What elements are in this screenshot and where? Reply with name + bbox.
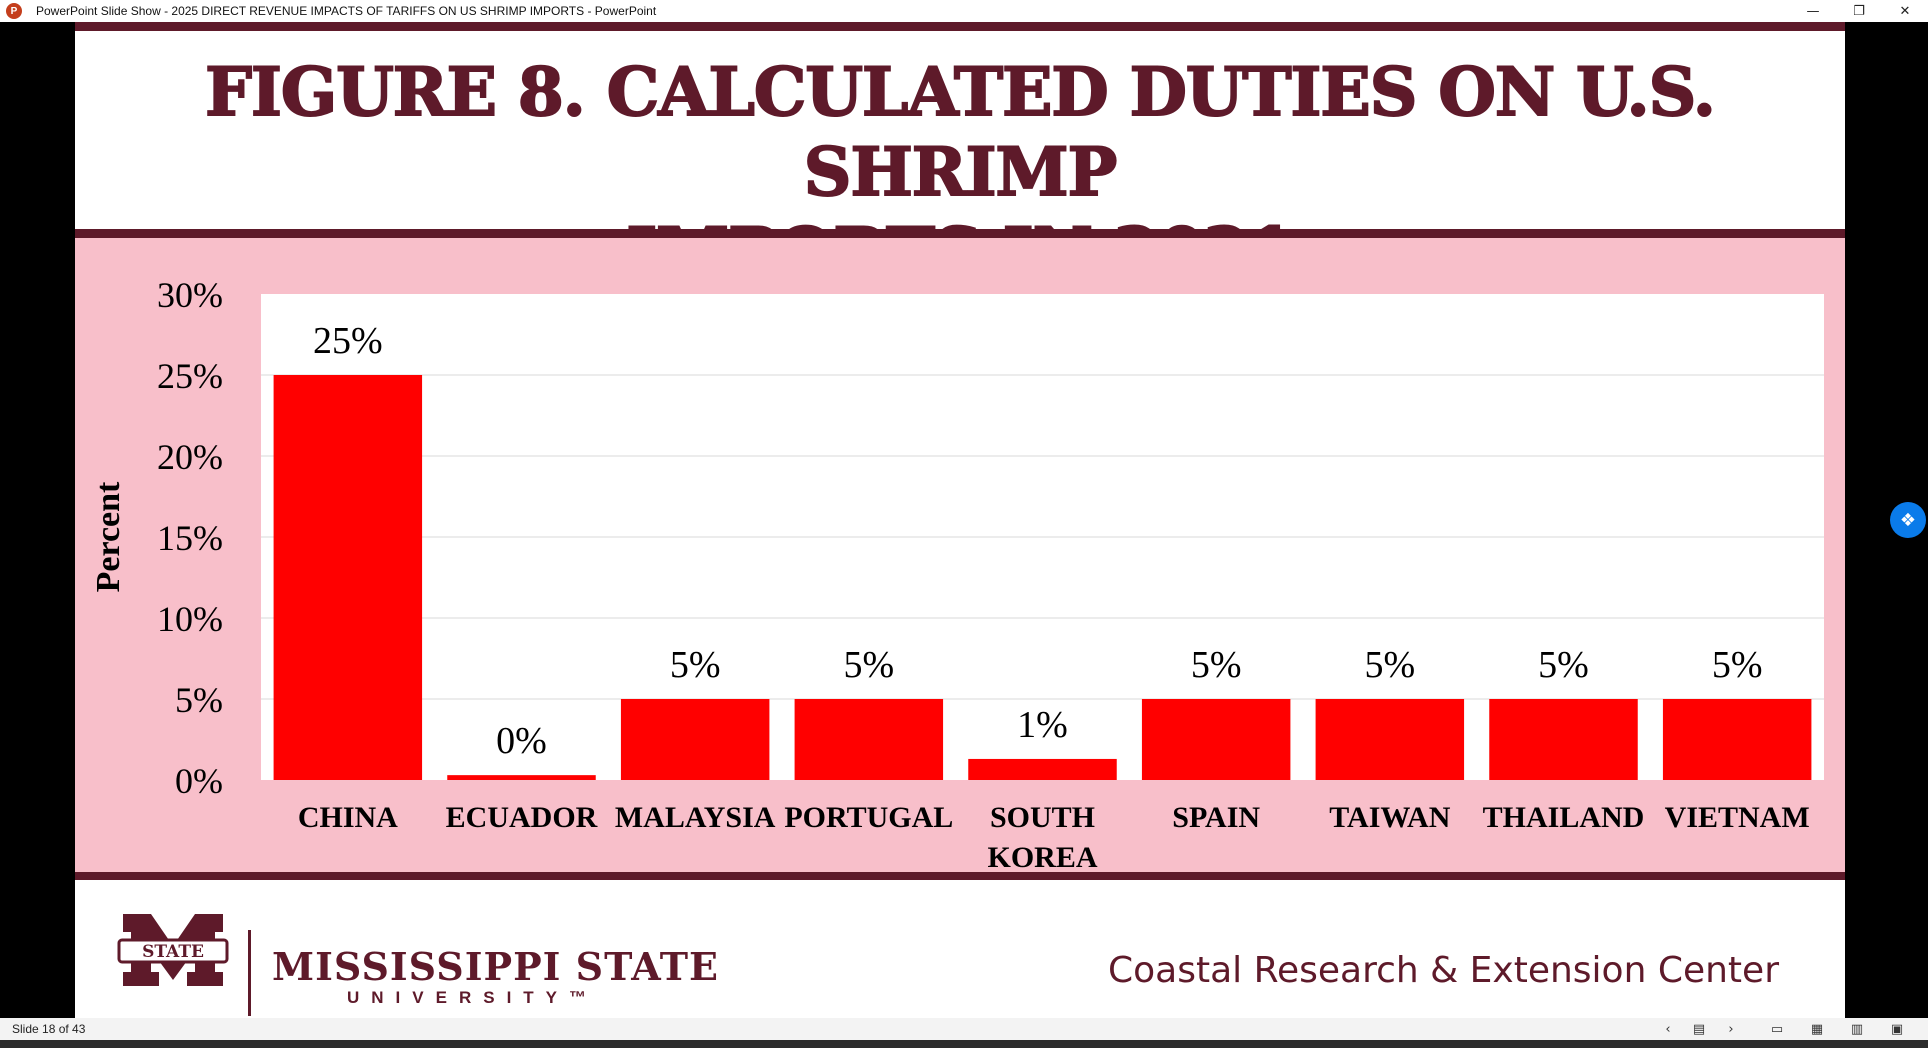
x-tick-label: MALAYSIA bbox=[615, 801, 776, 834]
slide-footer: STATE MISSISSIPPI STATE UNIVERSITY™ Coas… bbox=[75, 880, 1845, 1018]
msu-state-logo: STATE bbox=[117, 914, 229, 986]
x-tick-label: THAILAND bbox=[1483, 801, 1645, 834]
data-label: 5% bbox=[1712, 644, 1763, 686]
title-divider-band bbox=[75, 229, 1845, 238]
data-label: 1% bbox=[1017, 704, 1068, 746]
data-label: 5% bbox=[1365, 644, 1416, 686]
normal-view-icon[interactable]: ▭ bbox=[1770, 1021, 1784, 1037]
bar-chart: 0% 5% 10% 15% 20% 25% 30% Percent 25% CHINA 0% ECUA… bbox=[90, 275, 1824, 872]
bar bbox=[1315, 699, 1465, 780]
bar bbox=[1141, 699, 1291, 780]
minimize-button[interactable]: — bbox=[1806, 3, 1820, 19]
data-label: 5% bbox=[670, 644, 721, 686]
y-tick-label: 15% bbox=[157, 518, 223, 558]
y-tick-label: 10% bbox=[157, 599, 223, 639]
x-tick-label: ECUADOR bbox=[446, 801, 598, 834]
center-name: Coastal Research & Extension Center bbox=[1107, 950, 1779, 991]
x-tick-label: SOUTH bbox=[990, 801, 1095, 834]
window-title: PowerPoint Slide Show - 2025 DIRECT REVE… bbox=[36, 4, 657, 18]
slide-sorter-icon[interactable]: ▦ bbox=[1810, 1021, 1824, 1037]
y-tick-label: 25% bbox=[157, 356, 223, 396]
bar bbox=[968, 758, 1117, 780]
chart-panel: 0% 5% 10% 15% 20% 25% 30% Percent 25% CHINA 0% ECUA… bbox=[75, 238, 1845, 872]
data-label: 5% bbox=[1191, 644, 1242, 686]
y-tick-label: 0% bbox=[175, 761, 223, 801]
previous-slide-icon[interactable]: ‹ bbox=[1665, 1021, 1671, 1037]
bar bbox=[794, 699, 944, 780]
y-axis-title: Percent bbox=[90, 481, 127, 592]
university-subtitle: UNIVERSITY™ bbox=[347, 988, 599, 1007]
window-controls: — ❐ ✕ bbox=[1790, 0, 1928, 22]
bar bbox=[447, 775, 596, 780]
presenter-icon[interactable]: ▣ bbox=[1890, 1021, 1904, 1037]
university-name: MISSISSIPPI STATE bbox=[272, 944, 719, 989]
restore-button[interactable]: ❐ bbox=[1853, 3, 1865, 19]
footer-divider-band bbox=[75, 872, 1845, 881]
next-slide-icon[interactable]: › bbox=[1728, 1021, 1734, 1037]
y-tick-label: 5% bbox=[175, 680, 223, 720]
x-tick-label: PORTUGAL bbox=[784, 801, 953, 834]
x-tick-label: CHINA bbox=[298, 801, 398, 834]
powerpoint-icon: P bbox=[6, 3, 22, 19]
y-tick-label: 20% bbox=[157, 437, 223, 477]
reading-view-icon[interactable]: ▥ bbox=[1850, 1021, 1864, 1037]
taskbar-strip bbox=[0, 1040, 1928, 1048]
x-tick-label: VIETNAM bbox=[1665, 801, 1810, 834]
y-tick-label: 30% bbox=[157, 275, 223, 315]
slide[interactable]: FIGURE 8. CALCULATED DUTIES ON U.S. SHRI… bbox=[75, 22, 1845, 1018]
svg-text:STATE: STATE bbox=[142, 942, 204, 962]
bar bbox=[620, 699, 770, 780]
bar bbox=[273, 375, 423, 780]
close-button[interactable]: ✕ bbox=[1899, 3, 1911, 19]
slide-menu-icon[interactable]: ▤ bbox=[1692, 1021, 1706, 1037]
data-label: 25% bbox=[313, 320, 383, 362]
x-tick-label: KOREA bbox=[987, 841, 1097, 872]
data-label: 5% bbox=[1538, 644, 1589, 686]
bar bbox=[1662, 699, 1812, 780]
slide-count: Slide 18 of 43 bbox=[12, 1022, 86, 1036]
x-tick-label: TAIWAN bbox=[1329, 801, 1450, 834]
statusbar: Slide 18 of 43 ‹ ▤ › ▭ ▦ ▥ ▣ bbox=[0, 1018, 1928, 1040]
data-label: 0% bbox=[496, 720, 547, 762]
logo-divider bbox=[248, 930, 251, 1016]
dropbox-icon[interactable]: ❖ bbox=[1890, 502, 1926, 538]
x-tick-label: SPAIN bbox=[1172, 801, 1260, 834]
data-label: 5% bbox=[844, 644, 895, 686]
window-titlebar: P PowerPoint Slide Show - 2025 DIRECT RE… bbox=[0, 0, 1928, 22]
bar bbox=[1489, 699, 1638, 780]
top-band bbox=[75, 22, 1845, 31]
